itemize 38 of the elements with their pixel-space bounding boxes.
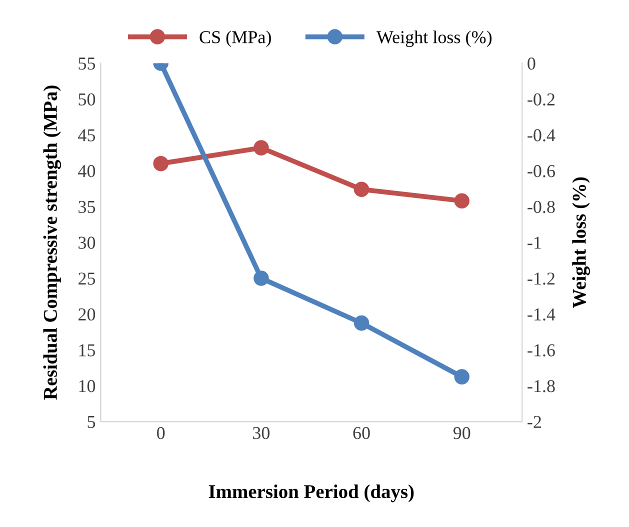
x-tick-label: 30: [253, 426, 270, 440]
y-tick-label: 35: [78, 200, 96, 214]
y2-axis-title: Weight loss (%): [572, 177, 590, 308]
y2-tick-label: -1: [528, 236, 541, 249]
y2-tick-label: -0.2: [528, 93, 555, 106]
y-tick-label: 25: [78, 272, 96, 285]
point: [254, 140, 269, 156]
point: [254, 270, 269, 286]
x-tick-label: 60: [353, 426, 370, 440]
y2-tick-label: -1.2: [528, 272, 555, 285]
y-tick-label: 40: [78, 165, 96, 178]
y2-tick-label: -1.6: [528, 344, 555, 356]
y2-tick-label: -0.6: [528, 165, 555, 178]
y2-tick-label: -1.4: [528, 308, 556, 321]
y2-tick-label: -0.4: [528, 129, 556, 142]
point: [354, 182, 370, 198]
y-tick-label: 55: [78, 58, 96, 70]
y2-tick-label: -1.8: [528, 380, 555, 392]
y-tick-label: 15: [79, 344, 96, 356]
y2-tick-label: 0: [528, 57, 536, 70]
y-tick-label: 50: [78, 93, 96, 106]
y2-tick-label: -0.8: [528, 200, 555, 214]
point: [454, 193, 470, 208]
legend-label: Weight loss (%): [376, 30, 492, 47]
y-tick-label: 5: [88, 416, 96, 428]
point: [153, 156, 168, 172]
y-tick-label: 30: [78, 236, 96, 249]
y-tick-label: 45: [78, 129, 96, 142]
y2-tick-label: -2: [528, 416, 541, 428]
point: [454, 369, 470, 384]
y-axis-title: Residual Compressive strength (MPa): [43, 86, 62, 400]
y-tick-label: 10: [79, 380, 96, 392]
legend-label: CS (MPa): [200, 30, 271, 47]
x-tick-label: 0: [157, 426, 165, 440]
x-axis-title: Immersion Period (days): [208, 484, 414, 502]
y-tick-label: 20: [78, 308, 96, 321]
point: [354, 315, 370, 331]
x-tick-label: 90: [453, 426, 470, 440]
